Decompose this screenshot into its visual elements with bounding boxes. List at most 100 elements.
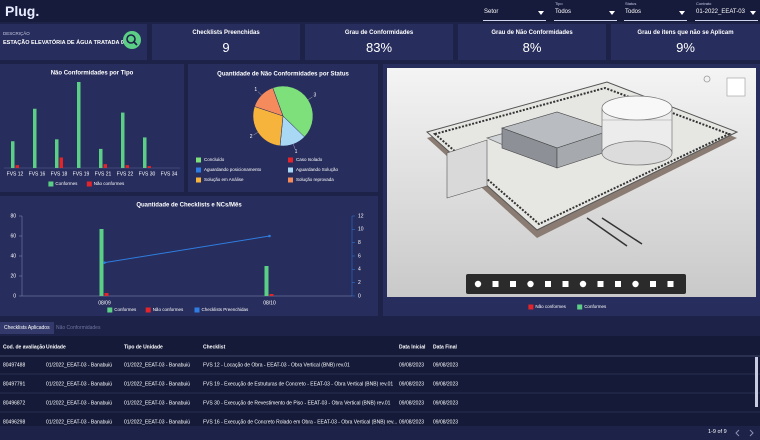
cell: 01/2022_EEAT-03 - Banabuiú <box>46 362 112 368</box>
kpi-value: 8% <box>522 40 542 55</box>
tool-icon[interactable] <box>527 280 534 288</box>
toolbar-bg <box>466 274 686 294</box>
filter[interactable]: Tipo Todos <box>554 0 617 21</box>
dropdown-caret[interactable] <box>679 11 685 15</box>
cell: 80497488 <box>3 362 25 368</box>
x-tick-label: FVS 30 <box>139 171 156 177</box>
home-icon[interactable] <box>703 75 711 83</box>
cell: 80497791 <box>3 381 25 387</box>
column-header: Data Final <box>433 344 458 350</box>
bar <box>99 229 104 296</box>
table: Cod. de avaliação Unidade Tipo de Unidade C… <box>0 336 760 432</box>
dropdown-caret[interactable] <box>538 11 544 15</box>
pipe <box>586 217 628 247</box>
dropdown-caret[interactable] <box>750 11 756 15</box>
column-header: Data Inicial <box>399 344 426 350</box>
y2-tick-label: 4 <box>358 267 361 273</box>
viewer-panel <box>383 64 760 316</box>
bar <box>103 164 107 168</box>
prev-page[interactable] <box>735 429 740 437</box>
legend-label: Aguardando posicionamento <box>204 167 262 172</box>
y-tick-label: 60 <box>10 233 16 239</box>
cell: 09/08/2023 <box>433 362 458 368</box>
next-page[interactable] <box>749 429 754 437</box>
tool-icon[interactable] <box>510 281 516 287</box>
filter[interactable]: Setor <box>483 0 546 21</box>
legend-label: Não conformes <box>94 181 125 186</box>
line <box>104 235 270 264</box>
dropdown-caret[interactable] <box>609 11 615 15</box>
tool-icon[interactable] <box>632 280 639 288</box>
kpi-card: Grau de Não Conformidades 8% <box>458 24 606 60</box>
description-card: DESCRIÇÃO ESTAÇÃO ELEVATÓRIA DE ÁGUA TRA… <box>0 24 147 60</box>
chart-panel: Quantidade de Não Conformidades por Stat… <box>188 64 378 192</box>
legend-label: Caso Isolado <box>296 157 323 162</box>
y2-tick-label: 6 <box>358 253 361 259</box>
cell: 80496872 <box>3 400 25 406</box>
kpi-value: 9 <box>222 40 230 55</box>
data-label: 1 <box>295 149 298 155</box>
pager <box>735 429 754 437</box>
tab[interactable]: Checklists Aplicados <box>0 322 54 334</box>
kpi-card: Grau de itens que não se Aplicam 9% <box>611 24 760 60</box>
combo-chart: Quantidade de Checklists e NCs/Mês020406… <box>10 203 364 313</box>
tab[interactable]: Não Conformidades <box>56 325 101 331</box>
cell: FVS 16 - Execução de Concreto Rolado em … <box>203 419 397 425</box>
icon-handle <box>133 41 138 46</box>
legend-swatch <box>145 307 151 313</box>
x-tick-label: FVS 34 <box>161 171 178 177</box>
tool-icon[interactable] <box>492 281 499 287</box>
legend-swatch <box>288 167 293 173</box>
cell: 09/08/2023 <box>433 381 458 387</box>
cell: 09/08/2023 <box>399 400 424 406</box>
legend-label: Aguardando Solução <box>296 167 339 172</box>
kpi-label: Grau de Conformidades <box>344 30 414 36</box>
bar <box>99 148 103 168</box>
data-label: 1 <box>254 87 257 93</box>
kpi-label: Checklists Preenchidas <box>192 30 260 36</box>
cell: 09/08/2023 <box>399 362 424 368</box>
cell: 09/08/2023 <box>433 400 458 406</box>
x-tick-label: 08/10 <box>263 300 276 306</box>
y-tick-label: 0 <box>13 293 16 299</box>
legend-swatch <box>196 157 201 163</box>
cell: 09/08/2023 <box>399 381 424 387</box>
legend-swatch <box>107 307 113 313</box>
filter-value: Todos <box>555 9 572 15</box>
tool-icon[interactable] <box>545 281 551 287</box>
filter[interactable]: Contrato 01-2022_EEAT-03 <box>695 0 758 21</box>
cell: 09/08/2023 <box>399 419 424 425</box>
wall-segment <box>446 139 488 199</box>
caret <box>538 11 544 15</box>
tool-icon[interactable] <box>474 280 482 288</box>
cell: FVS 19 - Execução de Estruturas de Concr… <box>203 381 393 387</box>
legend-label: Solução em Análise <box>204 177 244 182</box>
label-leader <box>308 96 313 100</box>
description-value: ESTAÇÃO ELEVATÓRIA DE ÁGUA TRATADA 03 <box>3 40 127 46</box>
y-tick-label: 20 <box>10 273 16 279</box>
filter-label: Tipo <box>555 1 563 6</box>
tool-icon[interactable] <box>650 281 656 287</box>
kpi-label: Grau de itens que não se Aplicam <box>637 30 734 36</box>
cell: 09/08/2023 <box>433 419 458 425</box>
filter-value: Todos <box>625 9 642 15</box>
view-cube[interactable] <box>726 77 746 97</box>
legend-label: Conformes <box>584 304 607 309</box>
search-icon[interactable] <box>122 30 142 50</box>
kpi-value: 83% <box>365 40 393 55</box>
tool-icon[interactable] <box>667 281 674 287</box>
filter[interactable]: Status Todos <box>624 0 687 21</box>
model-view[interactable] <box>387 68 756 297</box>
bar <box>59 157 63 168</box>
tool-icon[interactable] <box>579 280 587 288</box>
tool-icon[interactable] <box>597 281 604 287</box>
column-header: Unidade <box>46 344 66 350</box>
bar <box>33 108 37 168</box>
tool-icon[interactable] <box>615 281 621 287</box>
cell: 01/2022_EEAT-03 - Banabuiú <box>46 381 112 387</box>
tool-icon[interactable] <box>562 281 569 287</box>
kpi-card: Checklists Preenchidas 9 <box>152 24 300 60</box>
legend-swatch <box>577 304 583 310</box>
caret <box>609 11 615 15</box>
